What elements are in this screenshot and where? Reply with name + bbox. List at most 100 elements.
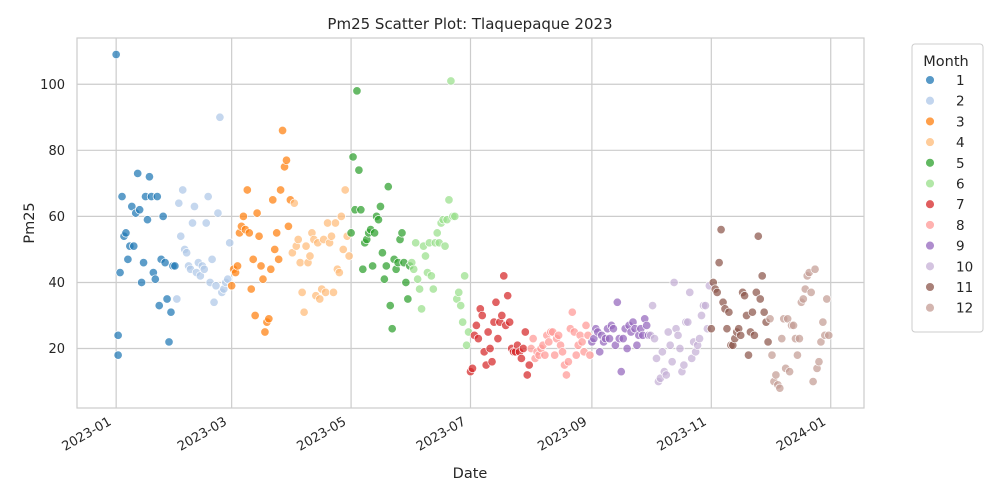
data-point <box>675 343 685 354</box>
data-point <box>483 327 493 337</box>
data-point <box>822 294 832 304</box>
data-point <box>661 370 671 380</box>
data-point <box>164 337 174 347</box>
data-point <box>129 241 139 251</box>
data-point <box>121 228 131 238</box>
data-point <box>563 357 573 367</box>
x-tick-label: 2023-03 <box>175 414 230 454</box>
data-point <box>321 287 331 297</box>
data-point <box>567 307 577 317</box>
data-point <box>207 254 217 264</box>
data-point <box>696 310 707 321</box>
data-point <box>687 353 697 363</box>
data-point <box>753 231 763 241</box>
x-tick-label: 2024-01 <box>774 414 829 454</box>
data-point <box>150 274 160 284</box>
data-point <box>616 367 626 377</box>
data-point <box>595 347 605 357</box>
data-point <box>632 340 642 350</box>
data-point <box>258 274 268 284</box>
data-point <box>493 334 503 344</box>
data-point <box>256 261 266 271</box>
x-axis-label: Date <box>453 466 488 482</box>
data-point <box>444 195 454 205</box>
data-point <box>540 350 550 360</box>
data-point <box>432 228 442 238</box>
data-point <box>203 192 213 202</box>
data-point <box>716 225 726 235</box>
data-point <box>174 198 184 208</box>
y-axis-label: Pm25 <box>22 202 38 243</box>
data-point <box>608 324 618 334</box>
data-point <box>135 205 145 215</box>
data-point <box>669 277 679 288</box>
data-point <box>158 211 168 221</box>
data-point <box>806 287 816 297</box>
data-point <box>139 258 149 268</box>
data-point <box>818 317 828 327</box>
data-point <box>454 287 464 297</box>
legend-label: 7 <box>956 197 965 213</box>
data-point <box>283 221 293 231</box>
data-point <box>232 261 243 271</box>
data-point <box>497 310 507 321</box>
y-tick-label: 20 <box>48 342 65 357</box>
data-point <box>356 205 366 215</box>
data-point <box>814 357 824 367</box>
data-point <box>499 271 509 281</box>
data-point <box>289 198 299 208</box>
data-point <box>743 350 754 360</box>
data-point <box>816 337 826 347</box>
data-point <box>223 274 233 284</box>
data-point <box>665 340 675 350</box>
data-point <box>642 320 652 330</box>
data-point <box>460 271 470 281</box>
x-tick-label: 2023-01 <box>60 414 115 454</box>
data-point <box>276 185 286 195</box>
data-point <box>667 357 677 367</box>
data-point <box>413 274 423 284</box>
data-point <box>505 317 515 327</box>
data-point <box>450 211 460 221</box>
data-point <box>456 301 466 311</box>
legend-frame <box>911 43 984 333</box>
data-point <box>571 350 581 360</box>
x-tick-label: 2023-07 <box>414 414 469 454</box>
data-point <box>368 261 378 271</box>
data-point <box>397 228 407 238</box>
data-point <box>199 264 209 274</box>
data-point <box>747 307 757 317</box>
data-point <box>771 370 781 380</box>
data-point <box>663 327 673 337</box>
data-point <box>117 192 127 202</box>
data-point <box>618 334 628 344</box>
data-point <box>326 231 337 241</box>
data-point <box>176 231 186 241</box>
data-point <box>581 320 591 330</box>
data-point <box>401 277 411 288</box>
data-point <box>195 271 205 281</box>
legend-marker <box>925 158 935 168</box>
data-point <box>323 218 333 228</box>
data-point <box>487 357 497 367</box>
data-point <box>757 271 767 281</box>
data-point <box>346 228 356 238</box>
data-point <box>242 185 252 195</box>
data-point <box>808 377 818 387</box>
data-point <box>142 215 153 225</box>
data-point <box>387 324 397 334</box>
data-point <box>557 347 568 357</box>
data-point <box>137 277 147 288</box>
data-point <box>415 284 425 294</box>
y-tick-label: 40 <box>48 276 65 291</box>
data-point <box>683 317 693 327</box>
legend-marker <box>925 178 935 189</box>
data-point <box>340 185 350 195</box>
data-point <box>334 268 344 278</box>
data-point <box>373 215 384 225</box>
x-tick-label: 2023-09 <box>535 414 590 454</box>
data-point <box>554 330 564 340</box>
data-point <box>657 347 667 357</box>
